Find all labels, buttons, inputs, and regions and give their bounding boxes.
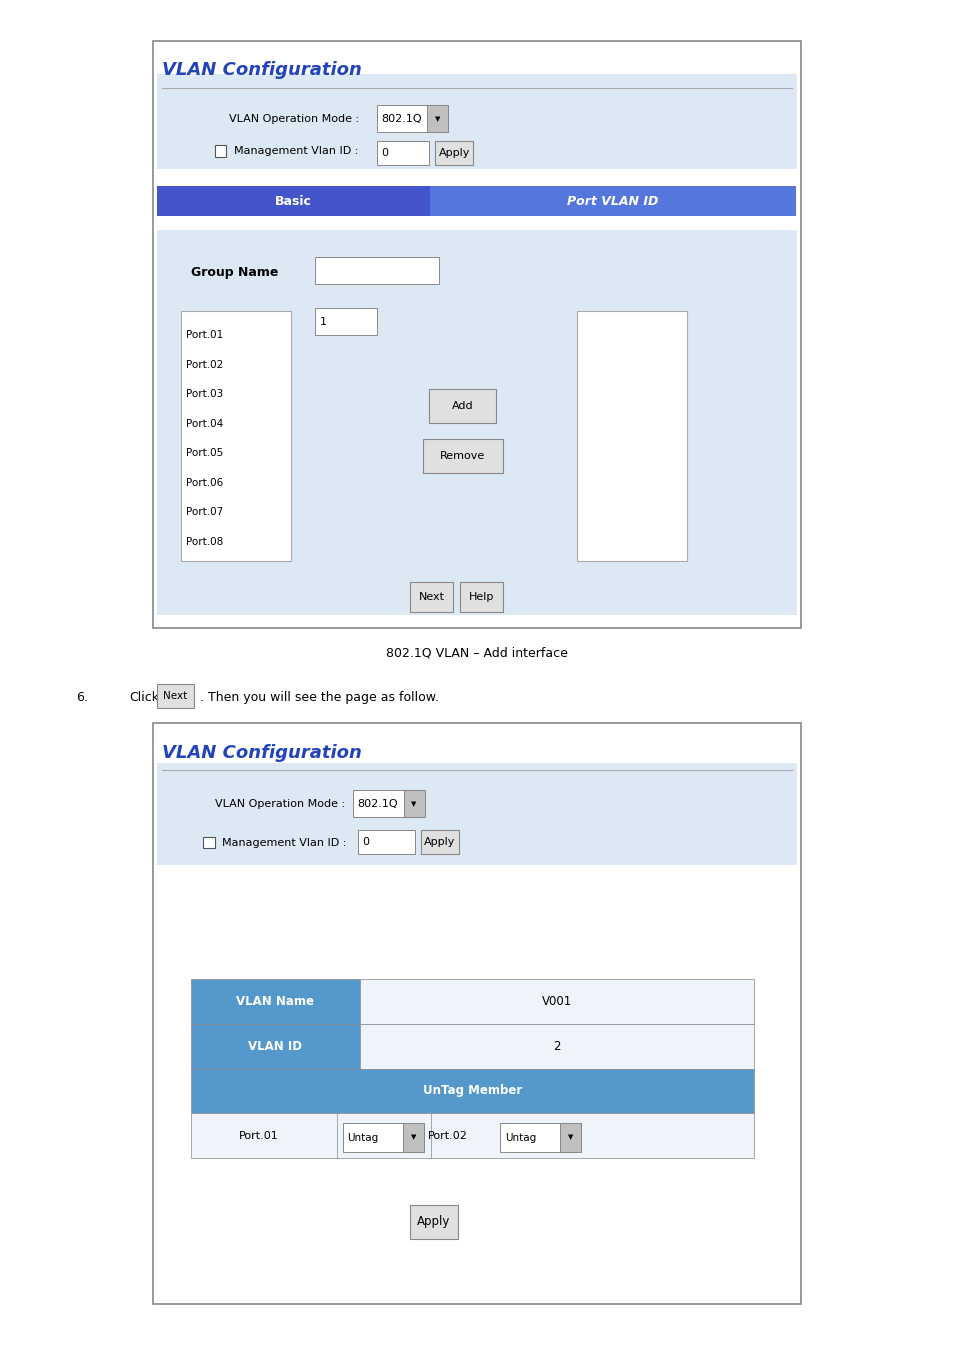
FancyBboxPatch shape [353,790,424,817]
Text: Apply: Apply [417,1216,450,1228]
FancyBboxPatch shape [359,979,753,1024]
Text: Port.01: Port.01 [186,330,223,340]
FancyBboxPatch shape [214,146,226,157]
FancyBboxPatch shape [157,230,796,615]
Text: Next: Next [418,592,444,603]
Text: Port.01: Port.01 [238,1131,278,1140]
FancyBboxPatch shape [191,1024,359,1069]
FancyBboxPatch shape [459,582,502,612]
Text: Port.05: Port.05 [186,449,223,458]
Text: Management Vlan ID :: Management Vlan ID : [222,838,346,848]
Text: Untag: Untag [504,1132,536,1143]
FancyBboxPatch shape [359,1024,753,1069]
Text: Apply: Apply [438,147,469,158]
Text: ▼: ▼ [410,1135,416,1140]
FancyBboxPatch shape [191,1069,753,1113]
Text: Help: Help [468,592,494,603]
FancyBboxPatch shape [152,723,801,1304]
FancyBboxPatch shape [577,311,686,561]
FancyBboxPatch shape [357,830,415,854]
Text: Port.04: Port.04 [186,419,223,428]
Text: 1: 1 [319,316,326,327]
Text: . Then you will see the page as follow.: . Then you will see the page as follow. [200,690,438,704]
Text: Port.06: Port.06 [186,478,223,488]
Text: 2: 2 [553,1040,559,1052]
FancyBboxPatch shape [430,186,796,216]
FancyBboxPatch shape [422,439,502,473]
Text: Untag: Untag [347,1132,378,1143]
Text: VLAN Configuration: VLAN Configuration [162,61,362,80]
Text: 802.1Q: 802.1Q [357,798,398,809]
FancyBboxPatch shape [181,311,291,561]
Text: 0: 0 [381,147,388,158]
Text: 802.1Q: 802.1Q [381,113,422,124]
Text: 6.: 6. [76,690,88,704]
FancyBboxPatch shape [499,1123,580,1152]
Text: ▼: ▼ [567,1135,573,1140]
FancyBboxPatch shape [376,105,448,132]
FancyBboxPatch shape [402,1123,423,1152]
Text: Add: Add [452,401,473,411]
FancyBboxPatch shape [191,1113,753,1158]
Text: VLAN Configuration: VLAN Configuration [162,743,362,762]
FancyBboxPatch shape [410,582,453,612]
Text: UnTag Member: UnTag Member [422,1085,521,1097]
Text: V001: V001 [541,996,571,1008]
Text: Port VLAN ID: Port VLAN ID [566,195,658,208]
FancyBboxPatch shape [314,257,438,284]
Text: Port.02: Port.02 [427,1131,467,1140]
FancyBboxPatch shape [427,105,448,132]
Text: Group Name: Group Name [191,266,278,280]
Text: Remove: Remove [439,451,485,461]
Text: Apply: Apply [424,836,455,847]
Text: Port.07: Port.07 [186,508,223,517]
Text: ▼: ▼ [411,801,416,807]
FancyBboxPatch shape [559,1123,580,1152]
FancyBboxPatch shape [420,830,458,854]
FancyBboxPatch shape [191,979,359,1024]
FancyBboxPatch shape [435,141,473,165]
Text: Next: Next [163,690,188,701]
Text: VLAN ID: VLAN ID [248,1040,302,1052]
Text: 802.1Q VLAN – Add interface: 802.1Q VLAN – Add interface [386,646,567,659]
Text: 0: 0 [362,836,369,847]
FancyBboxPatch shape [314,308,376,335]
FancyBboxPatch shape [203,838,214,848]
Text: Management Vlan ID :: Management Vlan ID : [233,146,357,157]
Text: Port.08: Port.08 [186,536,223,547]
FancyBboxPatch shape [342,1123,423,1152]
Text: Click: Click [129,690,158,704]
FancyBboxPatch shape [152,41,801,628]
Text: VLAN Name: VLAN Name [236,996,314,1008]
FancyBboxPatch shape [410,1205,457,1239]
FancyBboxPatch shape [376,141,429,165]
FancyBboxPatch shape [157,684,193,708]
Text: Basic: Basic [274,195,312,208]
Text: Port.03: Port.03 [186,389,223,399]
FancyBboxPatch shape [157,763,796,865]
FancyBboxPatch shape [157,186,430,216]
Text: Port.02: Port.02 [186,359,223,370]
Text: VLAN Operation Mode :: VLAN Operation Mode : [229,113,358,124]
Text: VLAN ID: VLAN ID [191,317,247,331]
Text: ▼: ▼ [435,116,440,122]
FancyBboxPatch shape [429,389,496,423]
FancyBboxPatch shape [157,74,796,169]
FancyBboxPatch shape [403,790,424,817]
Text: VLAN Operation Mode :: VLAN Operation Mode : [214,798,344,809]
